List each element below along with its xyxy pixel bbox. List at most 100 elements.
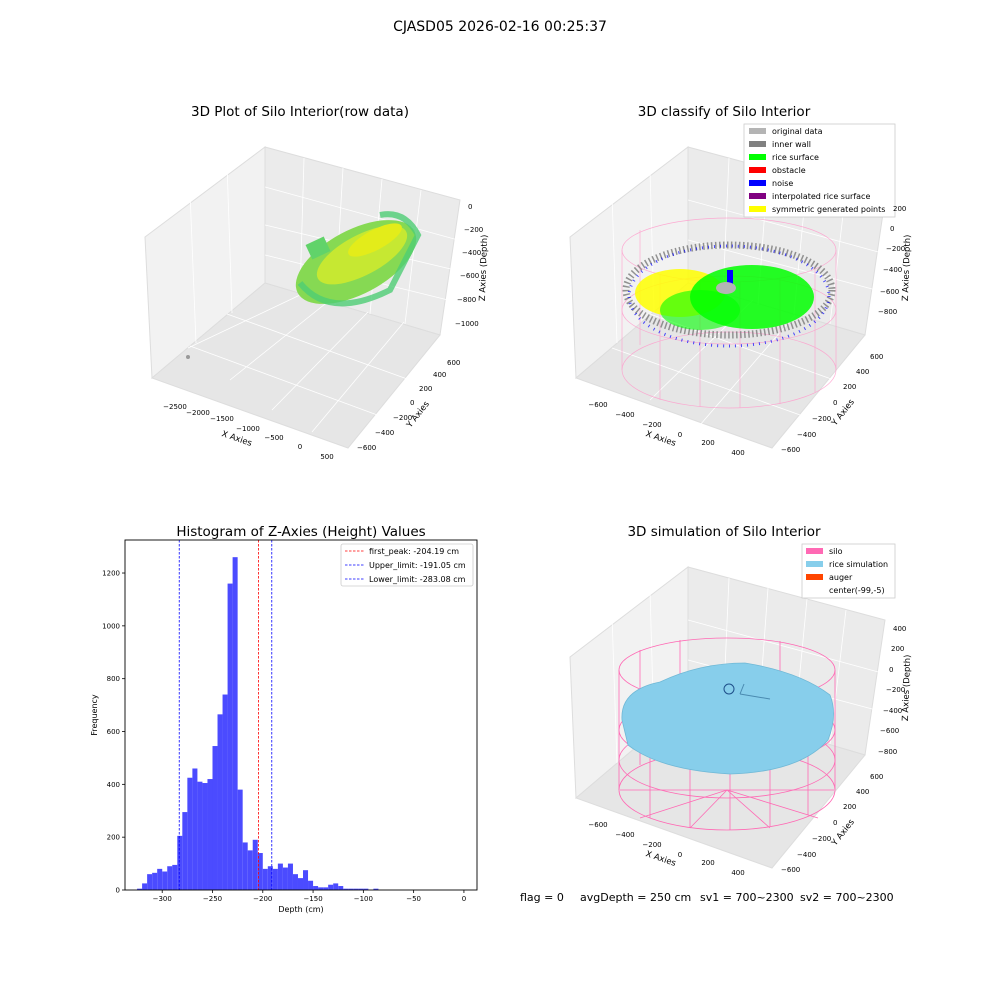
panel-simulation-title: 3D simulation of Silo Interior	[627, 524, 821, 540]
histogram-bar	[287, 863, 293, 890]
histogram-bar	[353, 888, 359, 890]
histogram-bar	[338, 886, 344, 890]
simulation-x-tick: 0	[678, 851, 682, 859]
legend-label: silo	[829, 547, 843, 556]
histogram-bar	[167, 866, 173, 890]
legend-swatch-rice-simulation	[806, 561, 823, 567]
histogram-title: Histogram of Z-Axies (Height) Values	[176, 524, 425, 540]
raw-ring-highlight	[348, 223, 402, 257]
y-tick-label: 800	[107, 675, 120, 683]
auger-arm	[739, 683, 745, 695]
histogram-bar	[272, 868, 278, 890]
panel-simulation-3d: 3D simulation of Silo Interior	[569, 524, 913, 877]
raw-y-tick: 400	[433, 371, 446, 379]
raw-x-tick: −2000	[186, 409, 210, 417]
histogram-bar	[217, 714, 223, 890]
histogram-bar	[292, 874, 298, 890]
original-data-points	[716, 282, 736, 294]
histogram-bar	[227, 583, 233, 890]
pane-floor	[151, 282, 441, 449]
x-tick-label: −50	[406, 895, 421, 903]
simulation-y-tick: 200	[843, 803, 856, 811]
simulation-legend: silo rice simulation auger center(-99,-5…	[801, 543, 896, 599]
histogram-bar	[232, 557, 238, 890]
panel-histogram: Histogram of Z-Axies (Height) Values −30…	[90, 524, 478, 914]
raw-z-tick: −200	[464, 226, 483, 234]
raw-x-tick: −2500	[163, 403, 187, 411]
histogram-bar	[373, 888, 379, 890]
histogram-bar	[277, 863, 283, 890]
raw-y-tick: −200	[393, 414, 412, 422]
classify-y-tick: −600	[781, 446, 800, 454]
raw-x-tick: −500	[264, 434, 283, 442]
simulation-y-ticks: −600 −400 −200 0 200 400 600	[781, 773, 883, 874]
classify-z-tick: −200	[886, 245, 905, 253]
status-avg-depth: avgDepth = 250 cm	[580, 891, 691, 904]
histogram-axes-frame	[124, 539, 478, 891]
histogram-vlines	[178, 540, 273, 890]
legend-label: symmetric generated points	[772, 205, 885, 214]
histogram-bar	[222, 694, 228, 890]
pane-gridlines	[187, 157, 459, 433]
y-tick-label: 0	[116, 887, 120, 895]
simulation-z-label: Z Axies (Depth)	[901, 654, 913, 721]
legend-swatch-silo	[806, 548, 823, 554]
classified-points	[622, 241, 836, 348]
rice-raw-cloud	[186, 211, 422, 359]
histogram-bar	[323, 887, 329, 890]
raw-y-ticks: −600 −400 −200 0 200 400 600	[357, 359, 460, 452]
legend-swatch-rice-surface	[749, 154, 766, 160]
legend-label: original data	[772, 127, 823, 136]
histogram-legend: first_peak: -204.19 cm Upper_limit: -191…	[340, 543, 474, 587]
simulation-y-tick: −200	[812, 835, 831, 843]
panel-raw-title: 3D Plot of Silo Interior(row data)	[191, 104, 409, 120]
raw-x-ticks: −2500 −2000 −1500 −1000 −500 0 500	[163, 403, 334, 461]
histogram-x-ticks: −300 −250 −200 −150 −100 −50 0	[153, 890, 466, 903]
classify-x-tick: −600	[588, 401, 607, 409]
histogram-bar	[303, 870, 309, 890]
raw-x-tick: 0	[298, 443, 302, 451]
legend-label: Lower_limit: -283.08 cm	[369, 575, 466, 584]
histogram-bar	[358, 888, 364, 890]
simulation-z-tick: −200	[886, 686, 905, 694]
classify-y-tick: −200	[812, 415, 831, 423]
simulation-z-ticks: 400 200 0 −200 −400 −600 −800	[878, 625, 906, 756]
histogram-bar	[282, 867, 288, 890]
auger-shaft	[739, 693, 771, 700]
legend-label: noise	[772, 179, 793, 188]
histogram-bar	[343, 888, 349, 890]
legend-label: auger	[829, 573, 853, 582]
classify-y-tick: 400	[856, 368, 869, 376]
histogram-bar	[333, 883, 339, 890]
histogram-bar	[182, 812, 188, 890]
raw-x-tick: 500	[320, 453, 333, 461]
histogram-bar	[297, 878, 304, 890]
histogram-bar	[207, 779, 213, 890]
histogram-x-label: Depth (cm)	[278, 905, 323, 914]
simulation-x-ticks: −600 −400 −200 0 200 400	[588, 821, 744, 877]
histogram-bar	[152, 872, 158, 890]
histogram-bar	[348, 888, 354, 890]
histogram-bar	[162, 871, 168, 890]
histogram-bar	[247, 850, 253, 890]
auger	[723, 683, 771, 700]
histogram-bar	[177, 835, 183, 890]
histogram-bars	[137, 557, 379, 890]
classify-legend: original data inner wall rice surface ob…	[743, 123, 896, 218]
raw-fragment	[305, 236, 331, 260]
panel-raw-3d: 3D Plot of Silo Interior(row data) −2500…	[144, 104, 490, 461]
legend-swatch-auger	[806, 574, 823, 580]
y-tick-label: 1200	[102, 570, 120, 578]
histogram-y-label: Frequency	[90, 694, 99, 736]
legend-swatch-original	[749, 128, 766, 134]
classify-y-tick: 0	[833, 399, 837, 407]
raw-y-tick: 600	[447, 359, 460, 367]
classify-z-tick: 200	[893, 205, 906, 213]
histogram-bar	[318, 887, 324, 890]
raw-z-tick: −400	[462, 249, 481, 257]
raw-rim	[297, 211, 422, 307]
histogram-bar	[157, 868, 163, 890]
legend-label: first_peak: -204.19 cm	[369, 547, 459, 556]
histogram-bar	[328, 884, 334, 890]
